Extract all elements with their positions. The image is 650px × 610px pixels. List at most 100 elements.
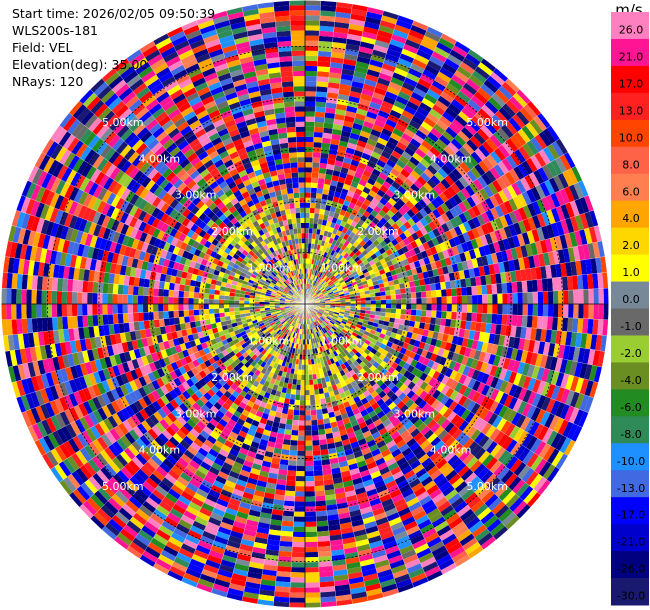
velocity-cell — [313, 295, 319, 299]
velocity-cell — [512, 92, 528, 108]
velocity-cell — [537, 304, 544, 317]
velocity-cell — [319, 439, 328, 446]
velocity-cell — [521, 280, 528, 293]
velocity-cell — [305, 86, 317, 92]
velocity-cell — [391, 304, 397, 309]
velocity-cell — [414, 238, 423, 247]
velocity-cell — [292, 546, 305, 553]
velocity-cell — [360, 300, 366, 304]
velocity-cell — [363, 271, 370, 278]
velocity-cell — [333, 26, 349, 34]
velocity-cell — [335, 6, 352, 14]
velocity-cell — [442, 265, 449, 275]
velocity-cell — [350, 181, 359, 189]
velocity-cell — [314, 213, 320, 219]
velocity-cell — [524, 174, 536, 189]
velocity-cell — [371, 197, 380, 206]
velocity-cell — [515, 110, 530, 126]
velocity-cell — [305, 577, 320, 583]
velocity-cell — [383, 95, 396, 105]
velocity-cell — [354, 171, 363, 180]
velocity-cell — [421, 140, 433, 151]
velocity-cell — [297, 445, 305, 451]
velocity-cell — [293, 516, 305, 522]
velocity-cell — [343, 252, 350, 259]
velocity-cell — [526, 280, 533, 293]
velocity-cell — [340, 244, 347, 251]
velocity-cell — [441, 222, 450, 233]
velocity-cell — [478, 144, 491, 158]
velocity-cell — [314, 126, 324, 133]
velocity-cell — [411, 115, 424, 126]
velocity-cell — [308, 284, 312, 290]
velocity-cell — [498, 85, 513, 100]
velocity-cell — [416, 106, 430, 118]
velocity-cell — [305, 546, 318, 553]
velocity-cell — [315, 270, 320, 277]
velocity-cell — [426, 26, 444, 38]
velocity-cell — [285, 419, 293, 425]
velocity-cell — [320, 250, 325, 257]
velocity-cell — [448, 122, 461, 135]
velocity-cell — [288, 460, 297, 466]
velocity-cell — [568, 289, 574, 304]
velocity-cell — [337, 287, 343, 292]
velocity-cell — [547, 251, 556, 266]
velocity-cell — [542, 304, 549, 317]
velocity-cell — [305, 572, 320, 578]
velocity-cell — [289, 592, 305, 598]
velocity-cell — [423, 117, 437, 128]
velocity-cell — [319, 208, 326, 215]
velocity-cell — [442, 249, 450, 259]
velocity-cell — [328, 281, 334, 287]
velocity-cell — [284, 429, 292, 436]
velocity-cell — [315, 265, 320, 271]
velocity-cell — [536, 213, 546, 228]
velocity-cell — [305, 197, 311, 203]
velocity-cell — [397, 58, 413, 68]
velocity-cell — [395, 95, 409, 106]
velocity-cell — [305, 602, 321, 608]
velocity-cell — [313, 465, 323, 471]
velocity-cell — [497, 161, 509, 175]
velocity-cell — [310, 399, 316, 406]
velocity-cell — [305, 390, 310, 396]
velocity-cell — [433, 157, 445, 168]
velocity-cell — [454, 134, 467, 147]
velocity-cell — [410, 24, 427, 36]
velocity-cell — [331, 175, 340, 182]
velocity-cell — [439, 258, 447, 268]
velocity-cell — [324, 298, 331, 301]
velocity-cell — [349, 18, 366, 27]
velocity-cell — [346, 263, 353, 269]
velocity-cell — [446, 247, 455, 258]
velocity-cell — [450, 99, 465, 112]
velocity-cell — [338, 88, 351, 96]
velocity-cell — [359, 130, 371, 139]
velocity-cell — [503, 225, 513, 239]
velocity-cell — [430, 317, 437, 325]
velocity-cell — [305, 263, 308, 269]
velocity-cell — [445, 318, 452, 327]
velocity-cell — [280, 454, 290, 461]
velocity-cell — [410, 205, 420, 215]
velocity-cell — [425, 316, 431, 324]
velocity-cell — [468, 268, 476, 278]
velocity-cell — [340, 281, 346, 286]
velocity-cell — [325, 102, 337, 109]
velocity-cell — [446, 186, 457, 197]
velocity-cell — [547, 143, 560, 160]
velocity-cell — [405, 314, 411, 321]
velocity-cell — [350, 259, 357, 266]
velocity-cell — [544, 179, 555, 195]
velocity-cell — [516, 281, 523, 293]
velocity-cell — [335, 283, 342, 288]
velocity-cell — [346, 105, 358, 114]
velocity-cell — [320, 203, 327, 210]
velocity-cell — [347, 273, 354, 279]
velocity-cell — [493, 192, 504, 206]
velocity-cell — [375, 82, 389, 92]
velocity-cell — [464, 123, 477, 136]
velocity-cell — [349, 90, 362, 99]
velocity-cell — [393, 202, 402, 211]
